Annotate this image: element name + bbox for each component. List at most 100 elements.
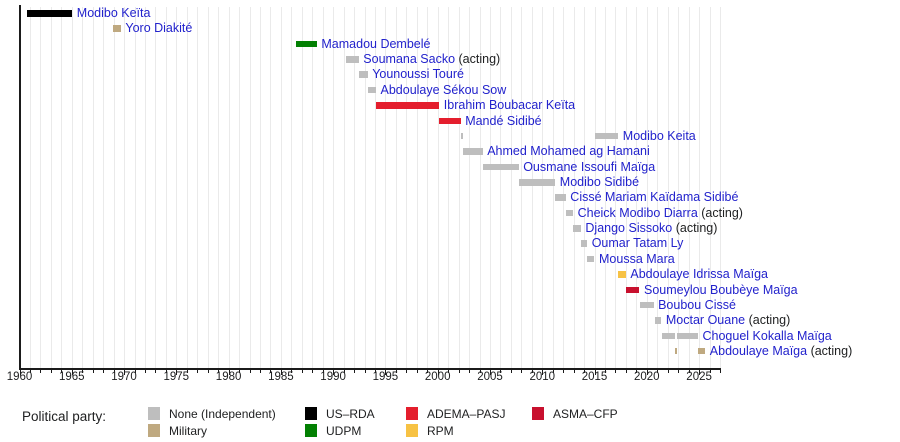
- term-bar: [295, 40, 317, 48]
- person-link[interactable]: Yoro Diakité: [125, 21, 193, 36]
- term-bar: [662, 332, 675, 340]
- minor-tick: [364, 370, 366, 373]
- person-link[interactable]: Mamadou Dembelé: [321, 36, 431, 51]
- person-link[interactable]: Moctar Ouane: [665, 313, 746, 328]
- person-label: Ahmed Mohamed ag Hamani: [487, 144, 650, 158]
- year-gridline: [124, 7, 125, 368]
- legend-swatch-udpm: [305, 424, 317, 437]
- minor-tick: [113, 370, 115, 373]
- person-link[interactable]: Boubou Cissé: [658, 297, 736, 312]
- year-gridline: [385, 7, 387, 368]
- person-label: Soumeylou Boubèye Maïga: [644, 283, 798, 297]
- person-link[interactable]: Abdoulaye Maïga: [709, 343, 808, 358]
- term-bar: [580, 240, 588, 247]
- minor-tick: [186, 370, 188, 373]
- term-bar: [460, 132, 464, 140]
- minor-tick: [301, 370, 303, 373]
- year-gridline: [322, 7, 324, 368]
- legend-label-military: Military: [169, 424, 207, 438]
- year-gridline: [113, 7, 115, 368]
- minor-tick: [500, 370, 502, 373]
- major-tick: [280, 370, 282, 375]
- year-gridline: [218, 7, 220, 368]
- year-gridline: [510, 7, 512, 368]
- minor-tick: [448, 370, 450, 373]
- person-link[interactable]: Moussa Mara: [599, 251, 675, 266]
- person-link[interactable]: Django Sissoko: [585, 221, 673, 235]
- year-gridline: [280, 7, 282, 368]
- person-link[interactable]: Ibrahim Boubacar Keïta: [443, 98, 576, 113]
- person-link[interactable]: Ahmed Mohamed ag Hamani: [487, 144, 650, 159]
- year-gridline: [375, 7, 376, 368]
- minor-tick: [416, 370, 418, 373]
- person-link[interactable]: Cissé Mariam Kaïdama Sidibé: [570, 190, 739, 205]
- person-link[interactable]: Oumar Tatam Ly: [591, 236, 684, 251]
- legend-label-adema: ADEMA–PASJ: [427, 407, 506, 421]
- minor-tick: [678, 370, 680, 373]
- person-link[interactable]: Ousmane Issoufi Maïga: [523, 159, 656, 174]
- year-gridline: [176, 7, 178, 368]
- year-gridline: [416, 7, 418, 368]
- person-label: Mamadou Dembelé: [321, 37, 430, 51]
- minor-tick: [249, 370, 251, 373]
- legend-swatch-military: [148, 424, 160, 437]
- person-link[interactable]: Mandé Sidibé: [465, 113, 542, 128]
- tick-label: 1960: [6, 371, 33, 383]
- person-label: Mandé Sidibé: [465, 114, 541, 128]
- tick-label: 2010: [529, 371, 556, 383]
- person-link[interactable]: Modibo Keïta: [76, 6, 151, 20]
- year-gridline: [155, 7, 157, 368]
- year-gridline: [615, 7, 617, 368]
- year-gridline: [563, 7, 565, 368]
- term-bar: [587, 255, 595, 263]
- major-tick: [333, 370, 335, 375]
- legend-swatch-usrda: [305, 407, 317, 420]
- year-gridline: [699, 7, 701, 368]
- major-tick: [71, 370, 73, 375]
- person-link[interactable]: Abdoulaye Sékou Sow: [380, 82, 507, 97]
- year-gridline: [82, 7, 84, 368]
- term-bar: [346, 56, 359, 63]
- person-label: Boubou Cissé: [658, 298, 736, 312]
- person-link[interactable]: Cheick Modibo Diarra: [577, 205, 698, 220]
- minor-tick: [260, 370, 261, 373]
- legend-label-rpm: RPM: [427, 424, 454, 438]
- person-label: Moctar Ouane (acting): [666, 313, 790, 327]
- term-bar: [654, 317, 662, 324]
- year-gridline: [605, 7, 606, 368]
- year-gridline: [71, 7, 73, 368]
- year-gridline: [228, 7, 230, 368]
- year-gridline: [437, 7, 439, 368]
- year-gridline: [395, 7, 397, 368]
- tick-label: 2015: [581, 371, 608, 383]
- person-link[interactable]: Abdoulaye Idrissa Maïga: [630, 267, 768, 282]
- major-tick: [124, 370, 125, 375]
- year-gridline: [40, 7, 42, 368]
- minor-tick: [573, 370, 575, 373]
- minor-tick: [165, 370, 167, 373]
- acting-suffix: (acting): [697, 205, 743, 220]
- person-link[interactable]: Younoussi Touré: [372, 67, 464, 82]
- minor-tick: [50, 370, 52, 373]
- minor-tick: [82, 370, 84, 373]
- year-gridline: [364, 7, 366, 368]
- minor-tick: [375, 370, 376, 373]
- minor-tick: [615, 370, 617, 373]
- person-link[interactable]: Choguel Kokalla Maïga: [702, 328, 832, 343]
- person-link[interactable]: Modibo Keita: [622, 128, 696, 143]
- person-label: Abdoulaye Maïga (acting): [710, 344, 852, 358]
- minor-tick: [563, 370, 565, 373]
- person-label: Moussa Mara: [599, 252, 675, 266]
- person-link[interactable]: Soumeylou Boubèye Maïga: [644, 282, 798, 297]
- major-tick: [490, 370, 491, 375]
- person-link[interactable]: Modibo Sidibé: [559, 175, 640, 189]
- acting-suffix: (acting): [807, 343, 853, 358]
- tick-label: 1970: [111, 371, 137, 383]
- minor-tick: [427, 370, 429, 373]
- person-label: Abdoulaye Idrissa Maïga: [630, 267, 768, 281]
- person-link[interactable]: Soumana Sacko: [363, 52, 456, 67]
- term-bar: [625, 286, 640, 293]
- tick-label: 1965: [59, 371, 85, 383]
- minor-tick: [521, 370, 523, 373]
- person-label: Younoussi Touré: [372, 67, 464, 81]
